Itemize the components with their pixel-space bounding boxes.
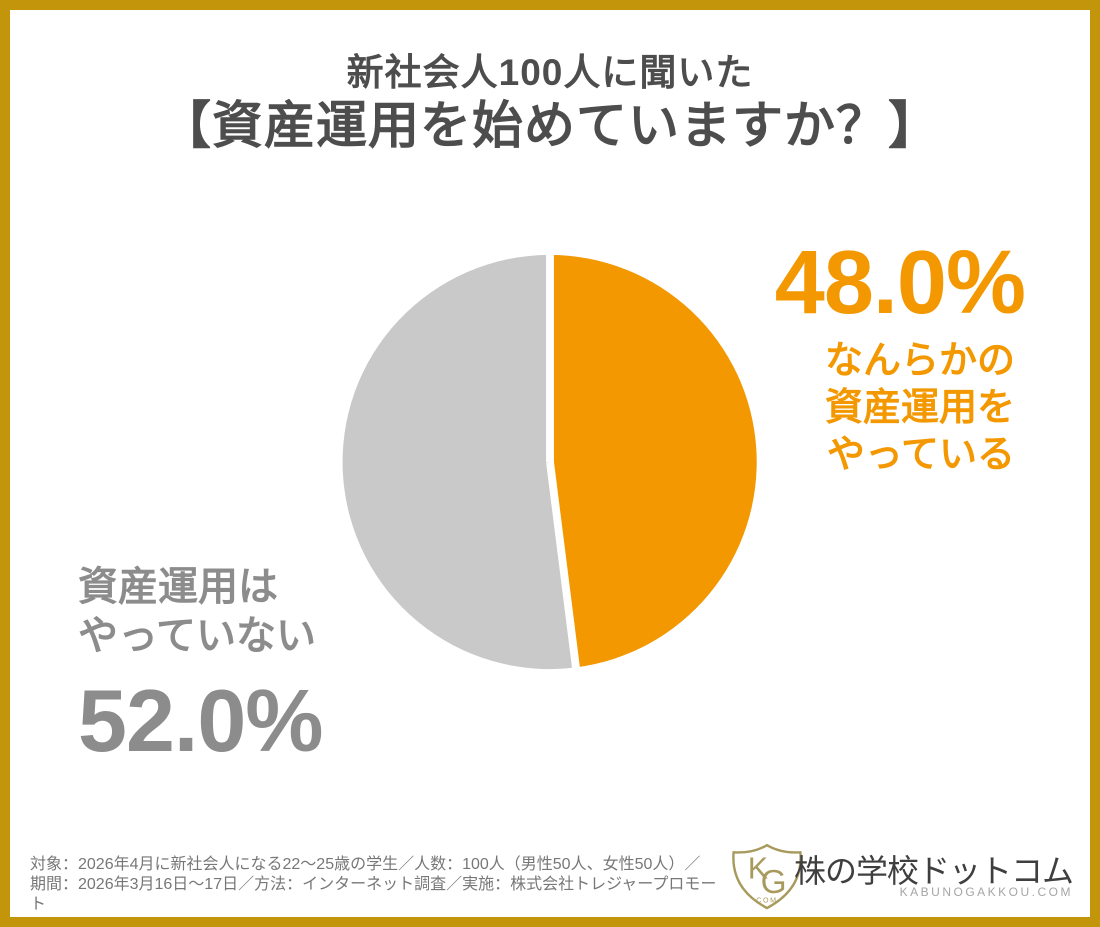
logo-domain: KABUNOGAKKOU.COM [899, 885, 1073, 899]
no-percent: 52.0% [78, 671, 324, 770]
title-line2: 【資産運用を始めていますか？】 [159, 97, 940, 154]
yes-label: なんらかの 資産運用を やっている [725, 338, 1025, 479]
no-label-line1: 資産運用は [78, 565, 278, 609]
pie-chart [342, 250, 757, 674]
yes-label-line3: やっている [826, 434, 1015, 476]
label-no-block: 資産運用は やっていない 52.0% [78, 563, 408, 765]
pie-slice-no [342, 254, 576, 670]
survey-details: 対象：2026年4月に新社会人になる22〜25歳の学生／人数：100人（男性50… [30, 855, 730, 915]
kg-shield-icon: K G COM [732, 843, 802, 910]
survey-details-line1: 対象：2026年4月に新社会人になる22〜25歳の学生／人数：100人（男性50… [30, 856, 701, 873]
shield-letter-g: G [761, 864, 787, 901]
no-label-line2: やっていない [78, 614, 316, 658]
yes-percent: 48.0% [774, 233, 1026, 333]
pie-dividers [546, 250, 581, 674]
shield-letter-k: K [748, 853, 768, 886]
yes-label-line1: なんらかの [824, 340, 1015, 382]
shield-com-text: COM [756, 896, 777, 904]
company-logo: K G COM 株の学校ドットコム KABUNOGAKKOU.COM [725, 840, 1075, 915]
logo-name: 株の学校ドットコム [793, 853, 1074, 889]
pie-slice-yes [550, 254, 757, 668]
yes-label-line2: 資産運用を [824, 387, 1015, 429]
title-line1: 新社会人100人に聞いた [346, 52, 754, 93]
label-yes-block: 48.0% なんらかの 資産運用を やっている [725, 233, 1026, 479]
survey-details-line2: 期間：2026年3月16日〜17日／方法：インターネット調査／実施：株式会社トレ… [30, 876, 717, 913]
no-label: 資産運用は やっていない [78, 563, 408, 661]
